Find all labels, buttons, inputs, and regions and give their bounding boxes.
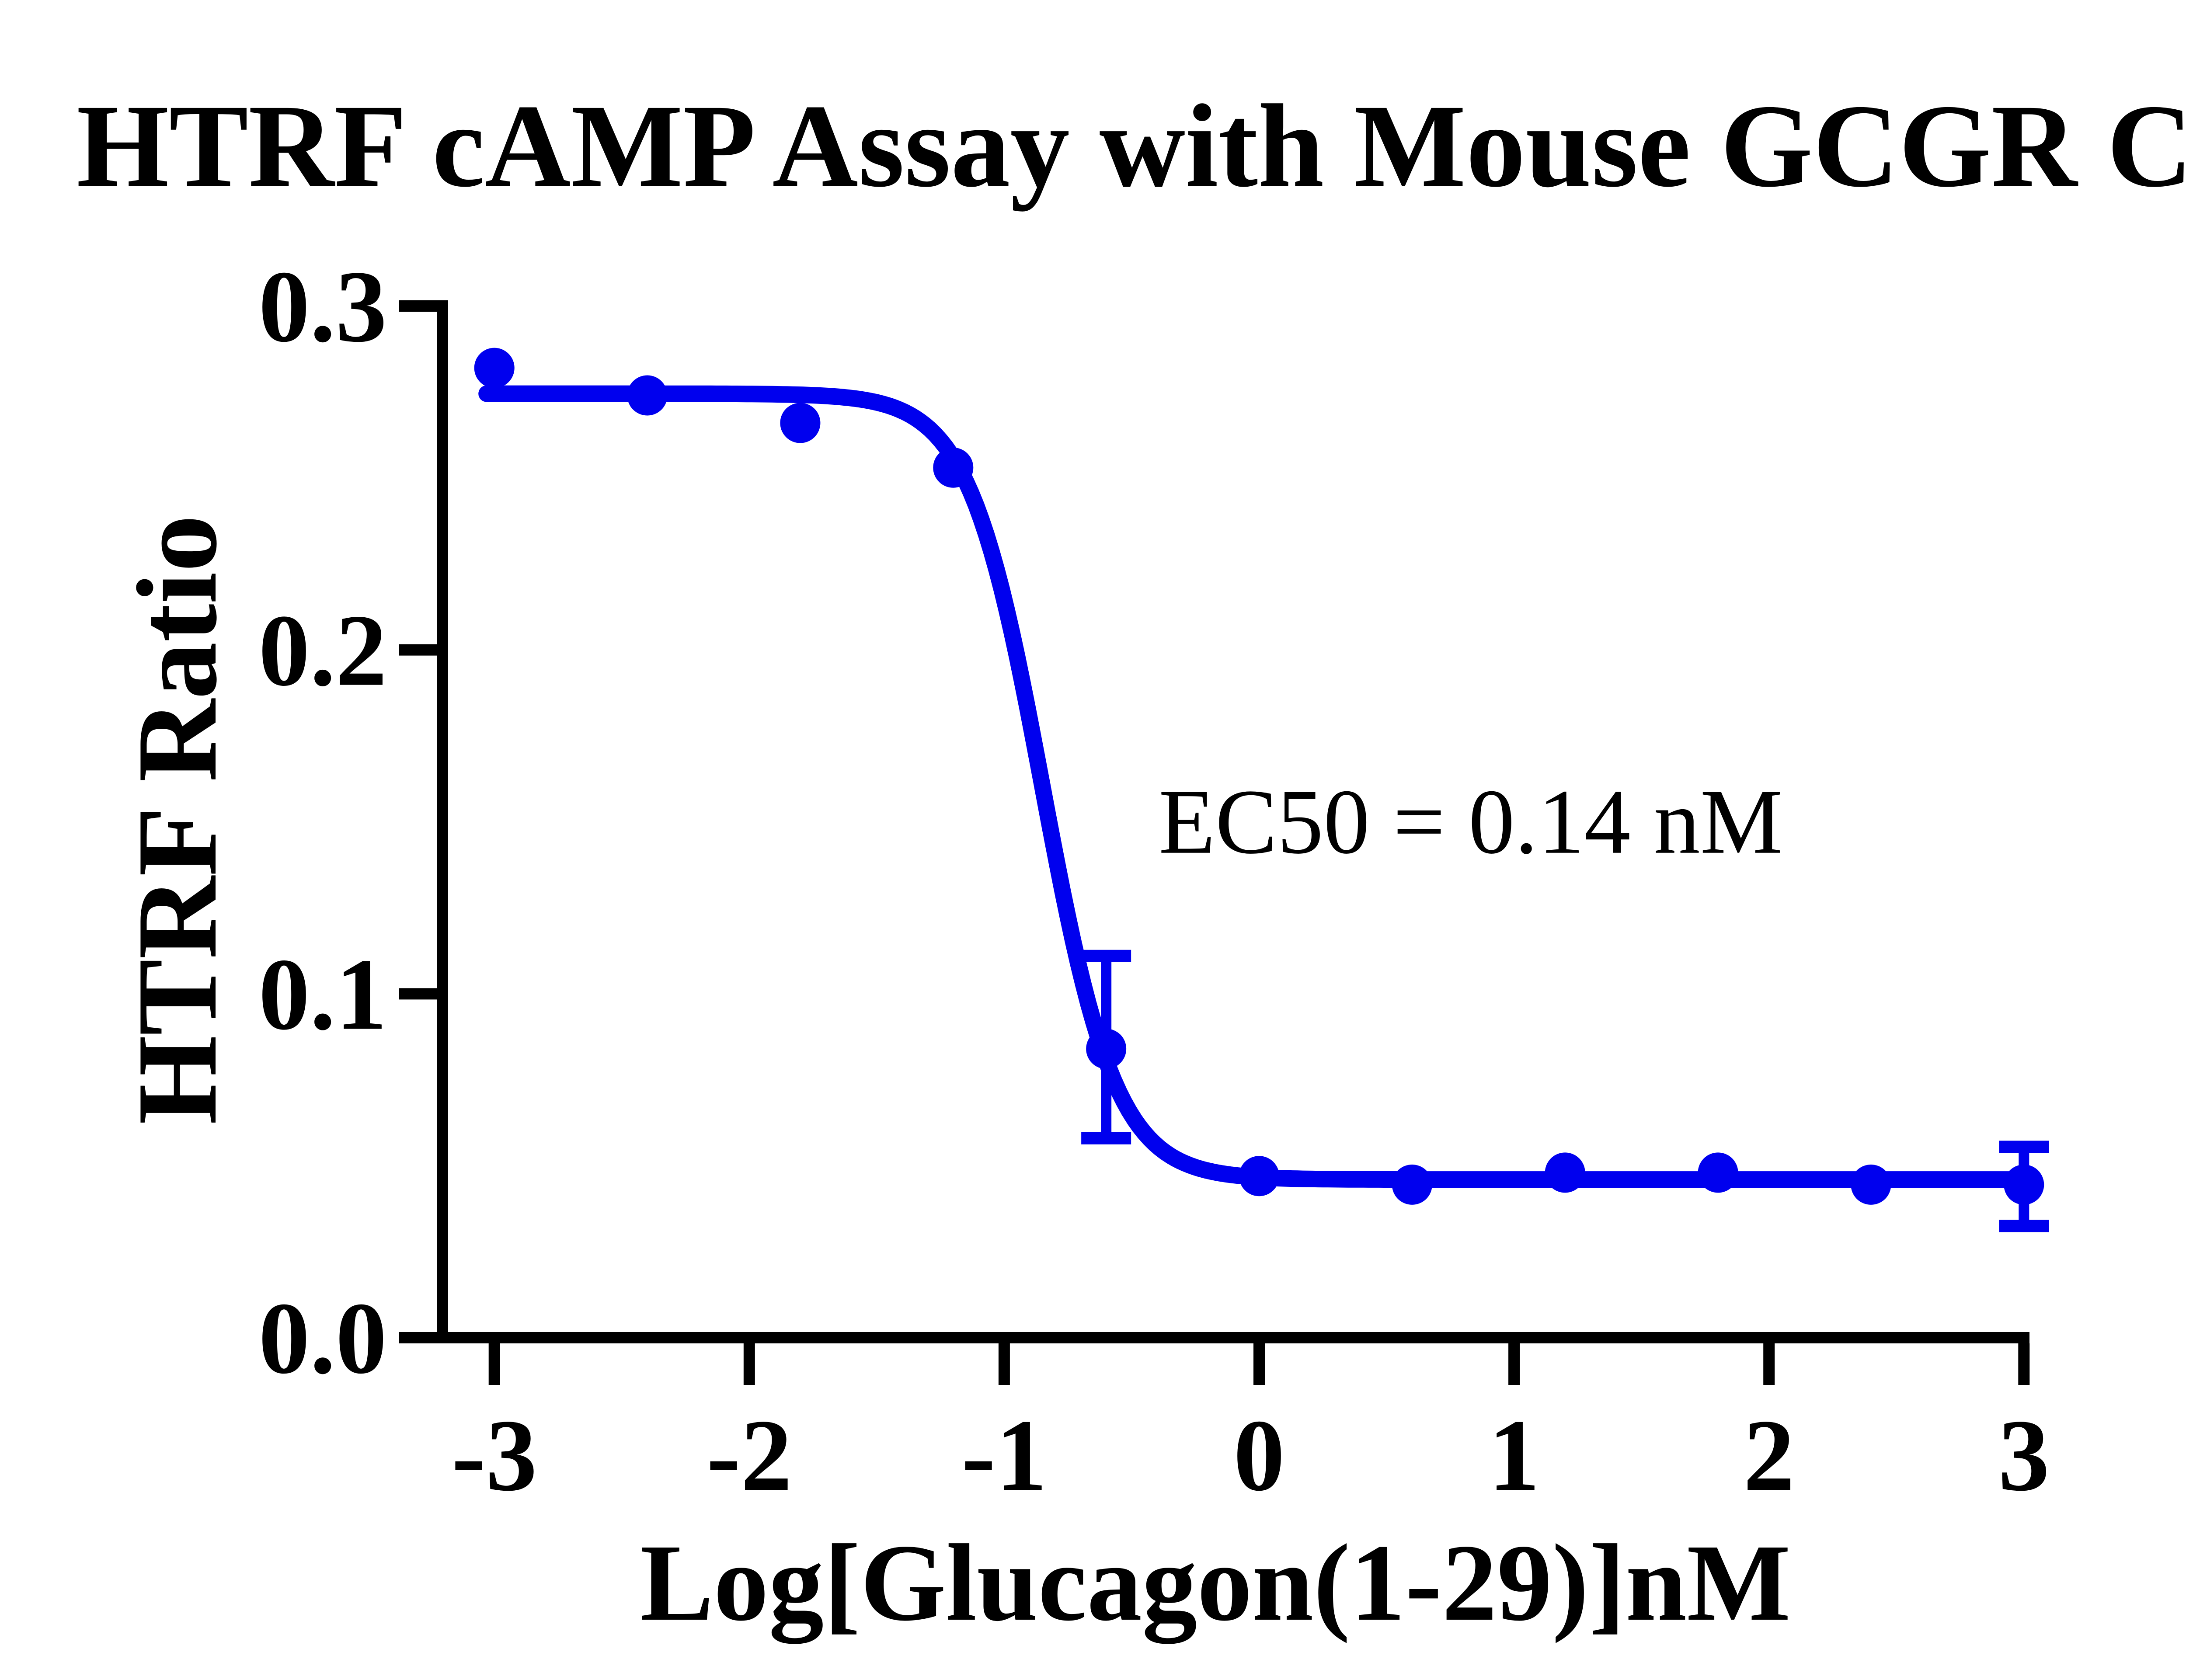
y-tick-label: 0.1 (258, 937, 387, 1051)
x-tick-label: -3 (452, 1398, 537, 1512)
x-tick-label: 0 (1233, 1398, 1285, 1512)
chart-title: HTRF cAMP Assay with Mouse GCGR CHO(C10） (77, 80, 2186, 212)
data-point (474, 348, 515, 388)
data-point (627, 375, 668, 416)
x-tick-label: 2 (1743, 1398, 1795, 1512)
data-point (780, 403, 821, 443)
x-axis-title: Log[Glucagon(1-29)]nM (640, 1521, 1791, 1644)
data-point (1851, 1164, 1891, 1205)
data-point (1392, 1164, 1432, 1205)
x-tick-label: -2 (707, 1398, 792, 1512)
data-point (933, 447, 974, 488)
x-tick-label: 3 (1998, 1398, 2050, 1512)
ec50-annotation: EC50 = 0.14 nM (1159, 770, 1782, 873)
y-tick-label: 0.0 (258, 1281, 387, 1395)
data-point (1698, 1152, 1738, 1193)
data-point (2004, 1164, 2044, 1205)
x-tick-label: -1 (961, 1398, 1047, 1512)
axes (399, 300, 2030, 1385)
y-tick-label: 0.3 (258, 250, 387, 363)
data-point (1545, 1152, 1585, 1193)
x-tick-label: 1 (1488, 1398, 1540, 1512)
y-tick-label: 0.2 (258, 594, 387, 707)
y-axis-title: HTRF Ratio (114, 515, 240, 1125)
data-point (1239, 1156, 1279, 1197)
data-point (1086, 1029, 1127, 1069)
